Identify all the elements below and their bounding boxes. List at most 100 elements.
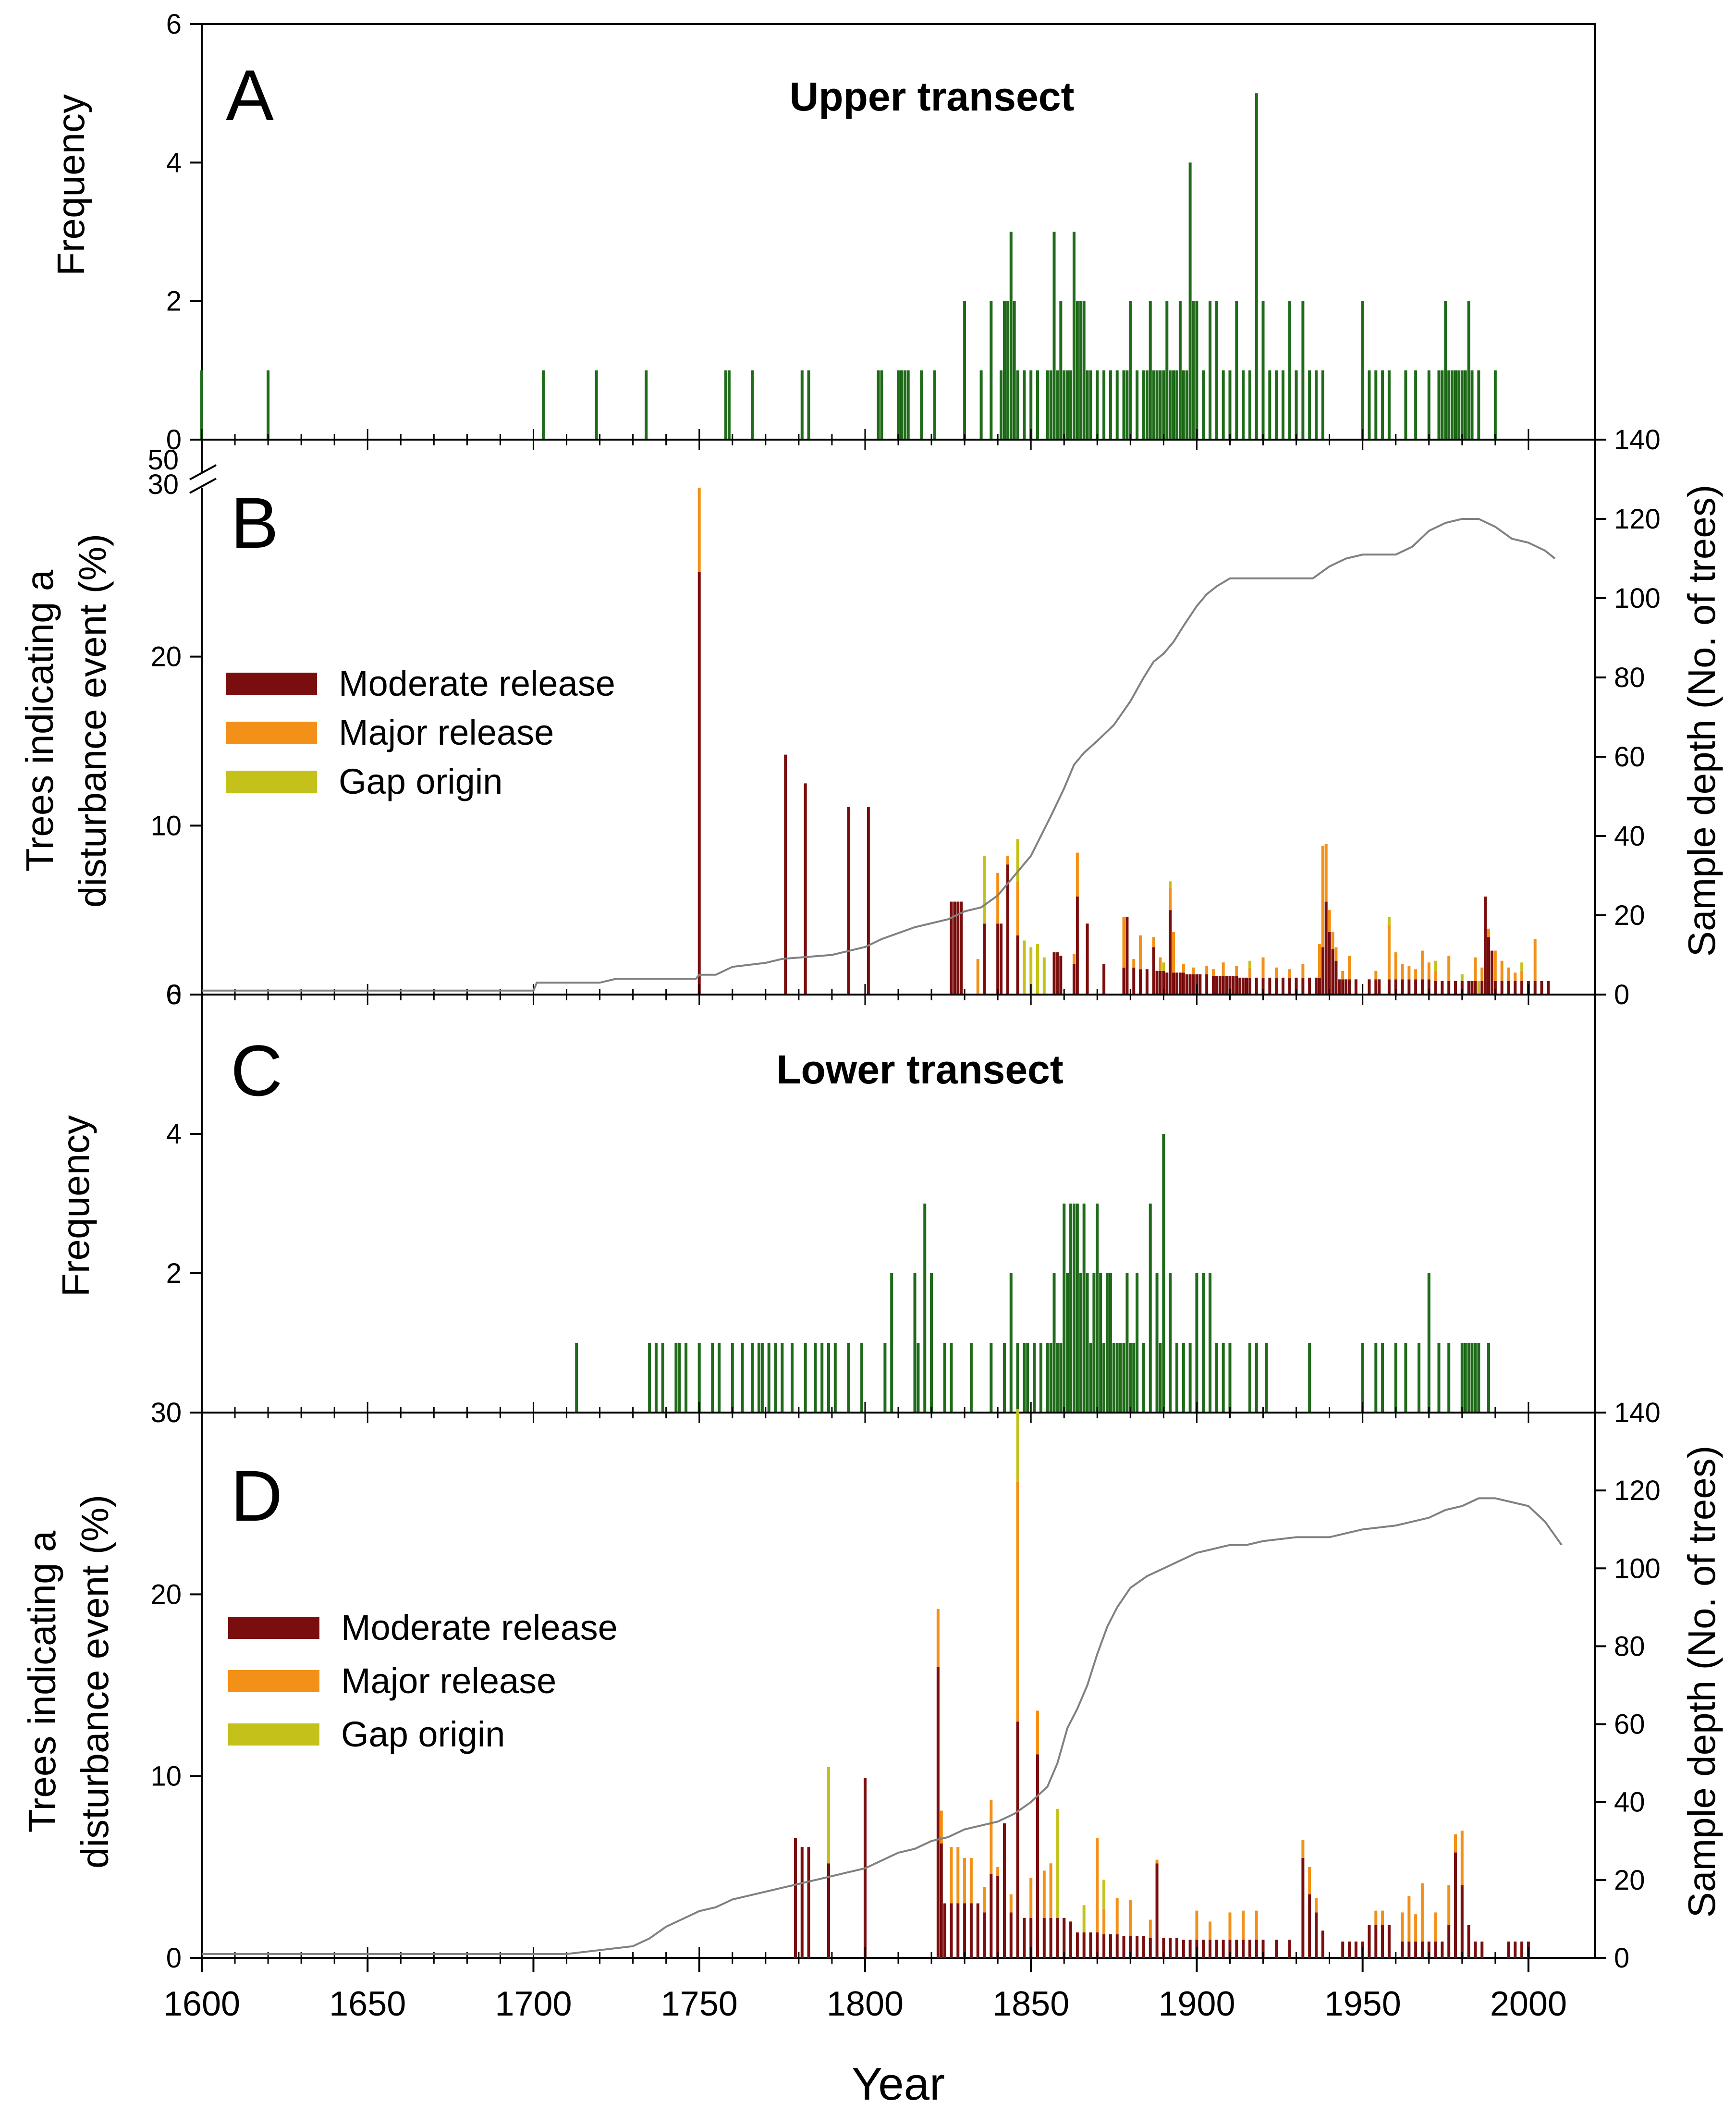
disturbance-bar <box>784 754 787 995</box>
disturbance-bar <box>1056 952 1059 995</box>
disturbance-bar <box>983 1887 986 1913</box>
disturbance-bar <box>1076 852 1079 897</box>
disturbance-bar <box>867 807 870 995</box>
disturbance-bar <box>1096 1932 1099 1958</box>
frequency-bar <box>1129 1343 1132 1413</box>
disturbance-bar <box>1222 962 1225 976</box>
frequency-bar <box>1185 370 1188 440</box>
frequency-bar <box>950 1343 953 1413</box>
disturbance-bar <box>983 856 986 924</box>
frequency-bar <box>933 370 936 440</box>
y2-tick-label: 80 <box>1614 662 1645 693</box>
frequency-bar <box>1063 370 1066 440</box>
disturbance-bar <box>1023 940 1026 995</box>
disturbance-bar <box>1301 977 1305 995</box>
disturbance-bar <box>1387 925 1391 980</box>
frequency-bar <box>1464 1343 1467 1413</box>
disturbance-bar <box>1006 856 1009 865</box>
disturbance-bar <box>1434 1912 1437 1942</box>
frequency-bar <box>1056 1343 1059 1413</box>
disturbance-bar <box>1218 976 1222 995</box>
disturbance-bar <box>1467 1925 1470 1958</box>
y-tick-label: 20 <box>150 641 182 673</box>
disturbance-bar <box>1381 1910 1384 1925</box>
frequency-bar <box>1000 370 1003 440</box>
disturbance-bar <box>1162 1938 1165 1958</box>
frequency-bar <box>1149 1204 1152 1413</box>
frequency-bar <box>930 1273 933 1413</box>
disturbance-bar <box>1211 969 1215 976</box>
disturbance-bar <box>996 1876 1000 1958</box>
disturbance-bar <box>1006 864 1009 995</box>
frequency-bar <box>1178 301 1182 440</box>
disturbance-bar <box>1016 839 1019 882</box>
disturbance-bar <box>1490 950 1493 995</box>
disturbance-bar <box>1487 928 1491 937</box>
frequency-bar <box>923 1204 927 1413</box>
frequency-bar <box>1175 370 1178 440</box>
y2-tick-label: 40 <box>1614 821 1645 852</box>
y2-tick-label: 100 <box>1614 583 1661 614</box>
frequency-bar <box>1076 1204 1079 1413</box>
disturbance-bar <box>1169 888 1172 910</box>
frequency-bar <box>1092 1273 1096 1413</box>
frequency-bar <box>1427 370 1430 440</box>
disturbance-bar <box>1447 981 1451 995</box>
disturbance-bar <box>1315 1912 1318 1958</box>
disturbance-bar <box>1318 944 1321 978</box>
disturbance-bar <box>1188 1940 1192 1958</box>
disturbance-bar <box>1301 1840 1305 1858</box>
disturbance-bar <box>1507 967 1510 981</box>
disturbance-bar <box>1520 962 1524 971</box>
frequency-bar <box>1188 162 1192 440</box>
frequency-bar <box>751 1343 754 1413</box>
frequency-bar <box>1222 1343 1225 1413</box>
disturbance-bar <box>1122 967 1125 995</box>
frequency-bar <box>807 370 810 440</box>
disturbance-bar <box>1000 923 1003 995</box>
disturbance-bar <box>1248 967 1251 978</box>
disturbance-bar <box>1009 1894 1013 1913</box>
disturbance-bar <box>960 901 963 995</box>
frequency-bar <box>1016 370 1019 440</box>
frequency-bar <box>542 370 545 440</box>
disturbance-bar <box>1470 981 1474 995</box>
disturbance-bar <box>1520 981 1524 995</box>
frequency-bar <box>990 301 993 440</box>
frequency-bar <box>1069 370 1073 440</box>
frequency-bar <box>200 370 203 440</box>
frequency-bar <box>1444 301 1447 440</box>
disturbance-bar <box>1334 947 1338 961</box>
panel-d-letter: D <box>231 1455 282 1536</box>
disturbance-bar <box>1238 977 1242 995</box>
disturbance-bar <box>1255 1910 1258 1940</box>
disturbance-bar <box>1328 910 1331 932</box>
disturbance-bar <box>1401 1941 1404 1958</box>
frequency-bar <box>1414 370 1418 440</box>
frequency-bar <box>1315 370 1318 440</box>
frequency-bar <box>1102 1343 1106 1413</box>
disturbance-bar <box>1086 923 1089 995</box>
frequency-bar <box>903 370 906 440</box>
frequency-bar <box>860 1343 864 1413</box>
disturbance-bar <box>1072 954 1076 964</box>
frequency-bar <box>1029 370 1033 440</box>
disturbance-bar <box>1225 976 1228 995</box>
disturbance-bar <box>1056 1808 1059 1918</box>
disturbance-bar <box>1155 1863 1159 1958</box>
frequency-bar <box>1002 301 1006 440</box>
frequency-bar <box>900 370 903 440</box>
y-tick-label: 0 <box>166 1397 182 1428</box>
disturbance-bar <box>1235 1940 1238 1958</box>
frequency-bar <box>1477 1343 1480 1413</box>
frequency-bar <box>1215 301 1218 440</box>
disturbance-bar <box>1474 981 1477 995</box>
frequency-bar <box>1374 1343 1378 1413</box>
panel-a-ylabel: Frequency <box>49 94 92 276</box>
frequency-bar <box>1321 370 1324 440</box>
disturbance-bar <box>1049 1863 1052 1918</box>
disturbance-bar <box>969 1903 973 1958</box>
frequency-bar <box>1086 1273 1089 1413</box>
disturbance-bar <box>1401 979 1404 995</box>
disturbance-bar <box>1334 960 1338 995</box>
